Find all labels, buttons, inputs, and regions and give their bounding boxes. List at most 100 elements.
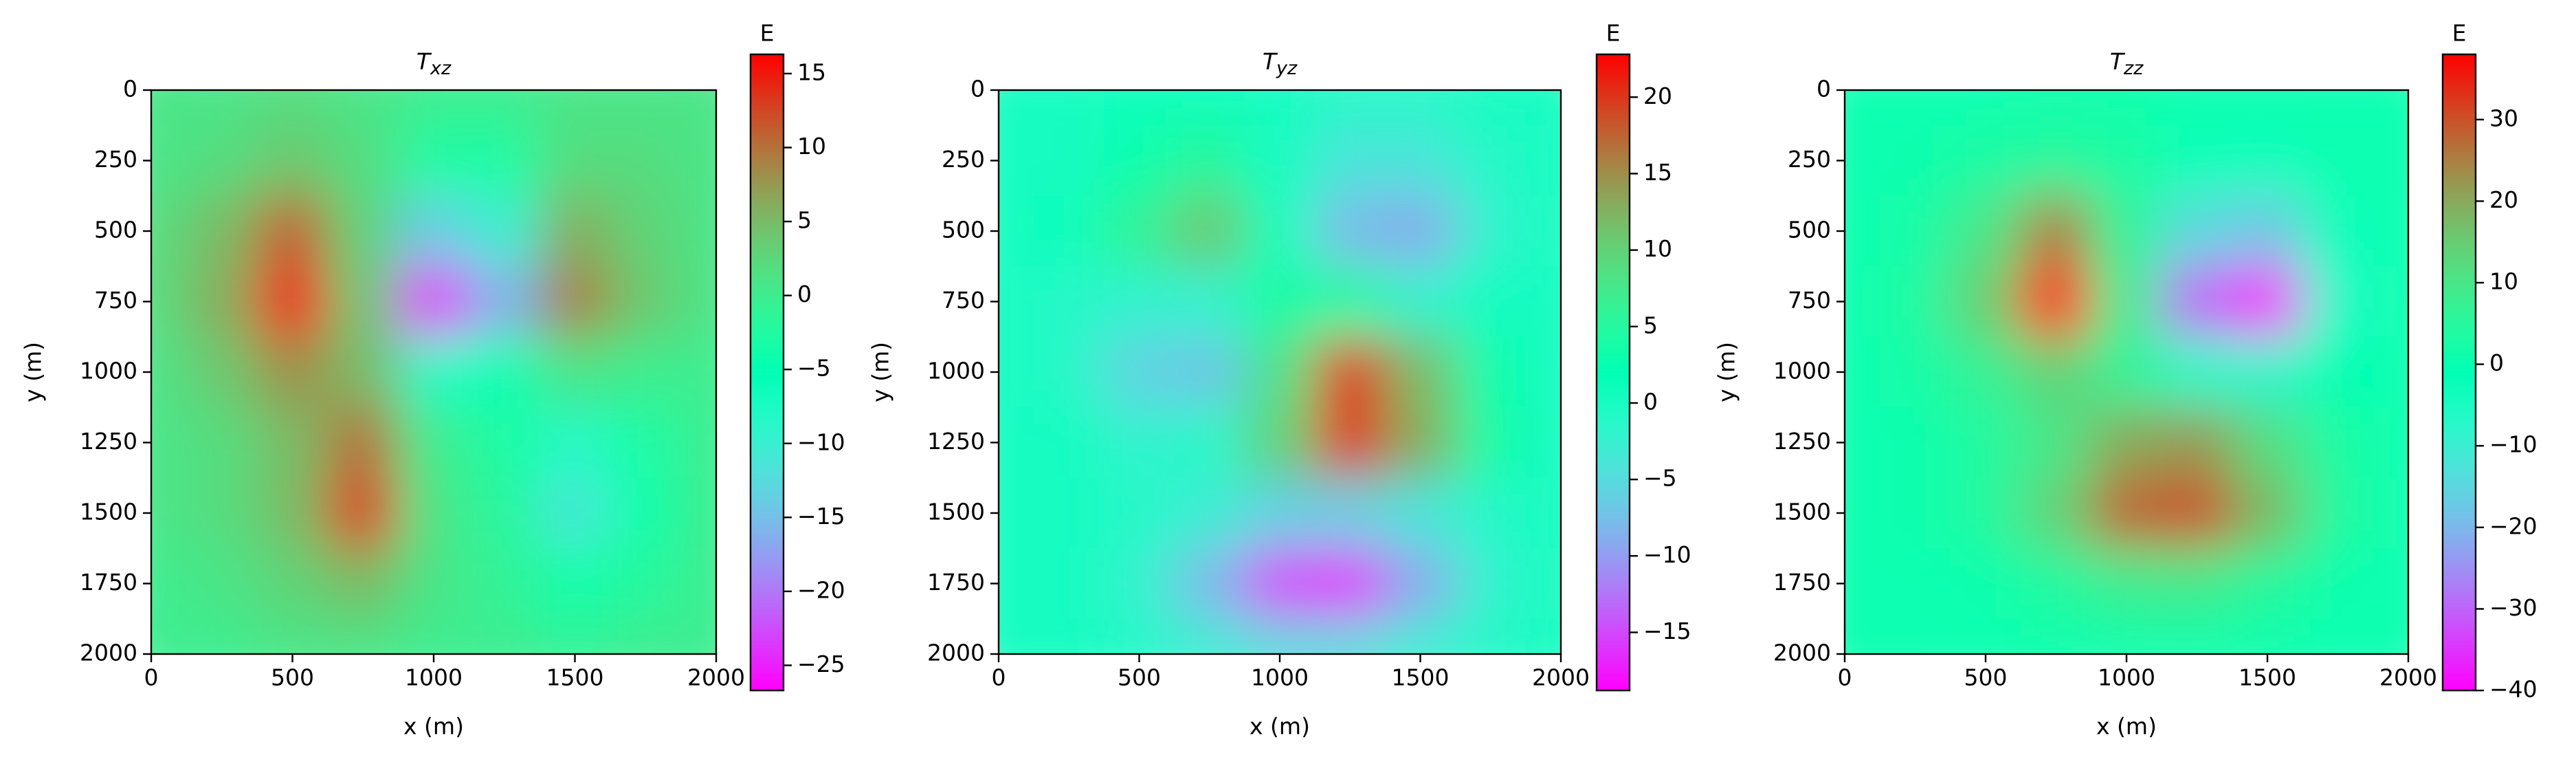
heatmap-cell (468, 547, 540, 620)
heatmap-cell (2161, 477, 2233, 549)
heatmap-field (151, 90, 716, 654)
y-tick-label: 500 (1788, 217, 1831, 243)
y-axis-label: y (m) (1713, 342, 1740, 402)
heatmap-cell (256, 124, 329, 197)
heatmap-cell (1033, 265, 1104, 338)
heatmap-cell (398, 90, 469, 126)
title-subscript: yz (1276, 58, 1298, 79)
x-tick-label: 500 (1118, 664, 1161, 691)
heatmap-cell (2020, 618, 2092, 654)
heatmap-cell (398, 618, 469, 654)
heatmap-cell (256, 618, 329, 654)
heatmap-cell (1525, 477, 1561, 549)
heatmap-cell (1384, 124, 1456, 197)
heatmap-cell (1455, 618, 1526, 654)
heatmap-cell (2161, 124, 2233, 197)
heatmap-cell (1525, 90, 1561, 126)
heatmap-cell (1174, 195, 1245, 267)
heatmap-cell (680, 336, 716, 408)
heatmap-cell (151, 477, 187, 549)
heatmap-cell (1244, 618, 1315, 654)
heatmap-cell (1455, 124, 1526, 197)
y-tick-label: 750 (94, 287, 137, 314)
x-tick-label: 0 (144, 664, 159, 691)
title-main: T (417, 48, 432, 75)
heatmap-cell (327, 90, 399, 126)
colorbar-tick-label: 0 (2489, 349, 2504, 376)
heatmap-cell (1879, 547, 1951, 620)
colorbar-tick-label: −40 (2489, 676, 2538, 703)
y-tick-label: 0 (123, 76, 137, 102)
heatmap-cell (398, 195, 469, 267)
heatmap-cell (2020, 195, 2092, 267)
heatmap-cell (1879, 336, 1951, 408)
colorbar-tick-label: 15 (1643, 159, 1672, 186)
heatmap-cell (468, 195, 540, 267)
heatmap-cell (468, 477, 540, 549)
heatmap-cell (2232, 124, 2303, 197)
heatmap-cell (1174, 477, 1245, 549)
heatmap-cell (1103, 265, 1175, 338)
heatmap-cell (186, 547, 258, 620)
heatmap-cell (1845, 90, 1880, 126)
heatmap-cell (398, 336, 469, 408)
y-tick-label: 1500 (80, 499, 137, 525)
heatmap-cell (1244, 195, 1315, 267)
heatmap-cell (2302, 90, 2374, 126)
heatmap-cell (2302, 477, 2374, 549)
colorbar-tick-label: 10 (1643, 235, 1672, 262)
heatmap-cell (2302, 547, 2374, 620)
colorbar-tick-label: 10 (2489, 268, 2518, 295)
heatmap-cell (2232, 336, 2303, 408)
heatmap-cell (1879, 195, 1951, 267)
heatmap-cell (2091, 195, 2162, 267)
x-axis-label: x (m) (2096, 713, 2157, 740)
colorbar (749, 53, 785, 692)
heatmap-cell (539, 336, 611, 408)
heatmap-cell (1174, 336, 1245, 408)
y-tick-label: 250 (1788, 146, 1831, 173)
heatmap-cell (2020, 265, 2092, 338)
heatmap-cell (2232, 406, 2303, 479)
colorbar-tick-label: 15 (797, 58, 826, 85)
heatmap-cell (1314, 124, 1386, 197)
heatmap-cell (2020, 547, 2092, 620)
plot-area (999, 90, 1561, 654)
heatmap-cell (468, 90, 540, 126)
heatmap-cell (999, 124, 1034, 197)
x-tick-label: 500 (1964, 664, 2008, 691)
heatmap-cell (1525, 195, 1561, 267)
colorbar-tick-label: 5 (797, 207, 812, 234)
y-tick-label: 0 (1817, 76, 1831, 102)
title-subscript: xz (430, 58, 452, 79)
heatmap-cell (1879, 477, 1951, 549)
heatmap-cell (1174, 90, 1245, 126)
x-tick-label: 2000 (2379, 664, 2437, 691)
heatmap-cell (539, 477, 611, 549)
y-tick-label: 1250 (1773, 428, 1831, 455)
colorbar-tick-label: −15 (1643, 618, 1691, 644)
heatmap-cell (398, 265, 469, 338)
y-tick-label: 1750 (927, 569, 985, 596)
heatmap-cell (1314, 406, 1386, 479)
heatmap-cell (999, 195, 1034, 267)
heatmap-cell (256, 406, 329, 479)
heatmap-cell (2373, 265, 2408, 338)
heatmap-cell (1103, 547, 1175, 620)
heatmap-cell (2373, 477, 2408, 549)
heatmap-cell (1525, 265, 1561, 338)
heatmap-cell (2302, 124, 2374, 197)
heatmap-cell (1174, 124, 1245, 197)
heatmap-cell (186, 336, 258, 408)
heatmap-cell (1455, 90, 1526, 126)
heatmap-cell (2020, 336, 2092, 408)
y-tick-label: 1000 (1773, 358, 1831, 384)
x-tick-label: 0 (1838, 664, 1852, 691)
title-main: T (1263, 48, 1278, 75)
heatmap-cell (327, 195, 399, 267)
heatmap-cell (1314, 618, 1386, 654)
heatmap-cell (186, 124, 258, 197)
heatmap-cell (999, 547, 1034, 620)
heatmap-cell (1845, 265, 1880, 338)
x-tick-label: 1000 (2098, 664, 2155, 691)
